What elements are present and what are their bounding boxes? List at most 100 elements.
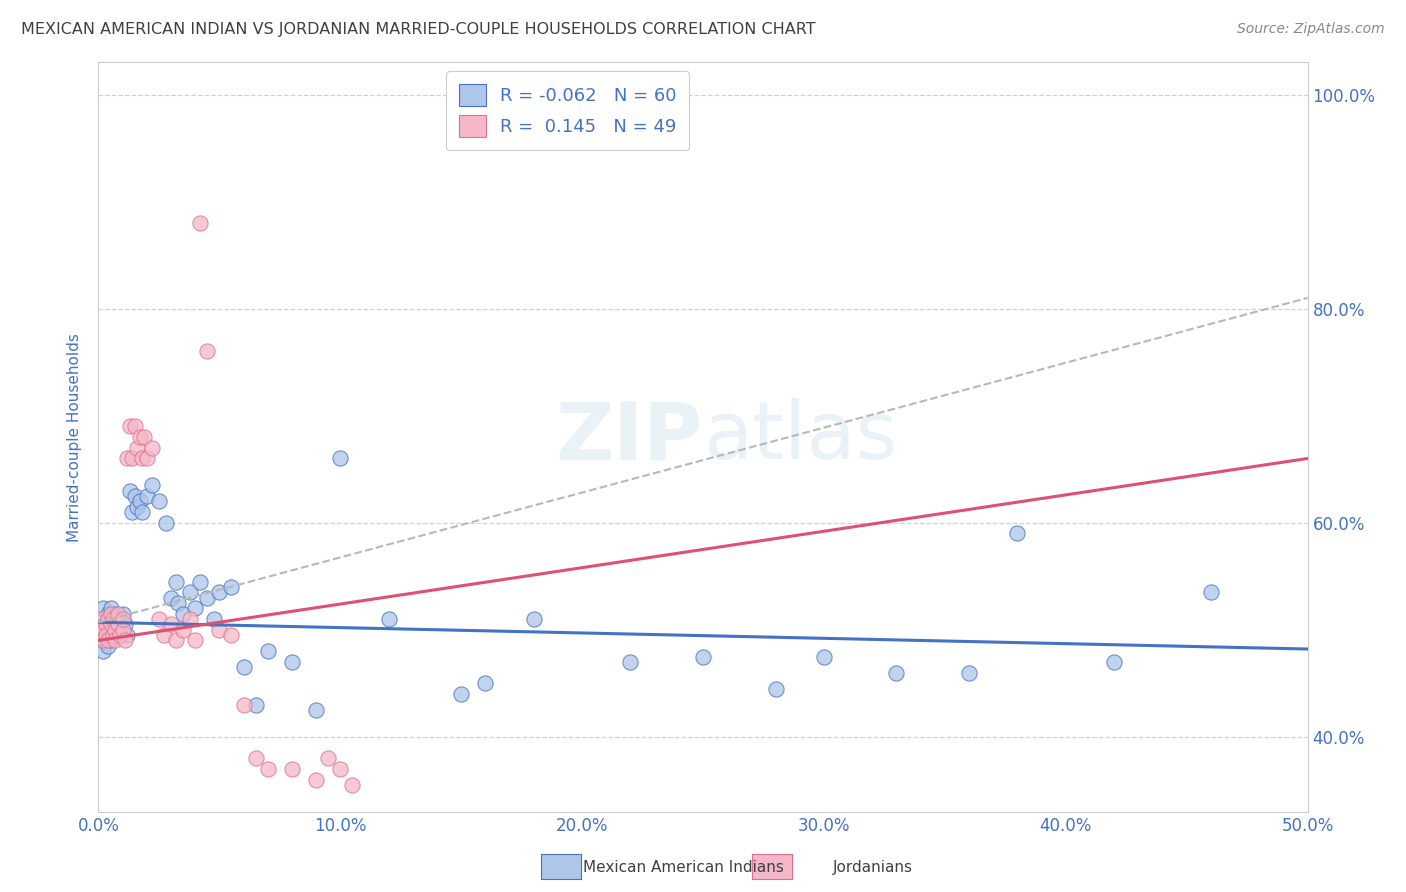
- Point: [104, 628, 127, 642]
- Point: [131, 505, 153, 519]
- Point: [184, 601, 207, 615]
- Point: [232, 698, 254, 712]
- Point: [167, 596, 190, 610]
- Point: [179, 585, 201, 599]
- Point: [101, 612, 124, 626]
- Text: Jordanians: Jordanians: [832, 860, 912, 874]
- Point: [117, 628, 139, 642]
- Legend: R = -0.062   N = 60, R =  0.145   N = 49: R = -0.062 N = 60, R = 0.145 N = 49: [446, 71, 689, 150]
- Point: [104, 623, 127, 637]
- Point: [127, 500, 149, 514]
- Point: [97, 612, 120, 626]
- Point: [765, 681, 787, 696]
- Point: [155, 516, 177, 530]
- Point: [813, 649, 835, 664]
- Point: [91, 601, 114, 615]
- Point: [316, 751, 339, 765]
- Point: [118, 483, 141, 498]
- Point: [107, 617, 129, 632]
- Point: [342, 778, 364, 792]
- Text: Mexican American Indians: Mexican American Indians: [583, 860, 785, 874]
- Point: [1102, 655, 1125, 669]
- Text: MEXICAN AMERICAN INDIAN VS JORDANIAN MARRIED-COUPLE HOUSEHOLDS CORRELATION CHART: MEXICAN AMERICAN INDIAN VS JORDANIAN MAR…: [21, 22, 815, 37]
- Point: [128, 494, 150, 508]
- Point: [377, 612, 399, 626]
- Point: [94, 628, 117, 642]
- Point: [957, 665, 980, 680]
- Point: [450, 687, 472, 701]
- Point: [160, 591, 183, 605]
- Point: [100, 607, 122, 621]
- Point: [104, 633, 127, 648]
- Point: [94, 628, 117, 642]
- Point: [245, 698, 267, 712]
- Point: [184, 633, 207, 648]
- Point: [124, 419, 146, 434]
- Point: [1199, 585, 1222, 599]
- Point: [111, 623, 134, 637]
- Point: [305, 772, 328, 787]
- Point: [117, 451, 139, 466]
- Point: [128, 430, 150, 444]
- Point: [108, 628, 131, 642]
- Point: [165, 574, 187, 589]
- Point: [160, 617, 183, 632]
- Point: [100, 633, 122, 648]
- Point: [111, 612, 134, 626]
- Point: [135, 451, 157, 466]
- Point: [886, 665, 908, 680]
- Point: [329, 451, 352, 466]
- Text: ZIP: ZIP: [555, 398, 703, 476]
- Point: [329, 762, 352, 776]
- Point: [121, 451, 143, 466]
- Point: [90, 633, 112, 648]
- Point: [141, 441, 163, 455]
- Point: [111, 623, 134, 637]
- Point: [208, 585, 231, 599]
- Point: [100, 617, 122, 632]
- Point: [195, 591, 218, 605]
- Point: [204, 612, 226, 626]
- Point: [692, 649, 714, 664]
- Point: [107, 607, 129, 621]
- Point: [152, 628, 174, 642]
- Point: [141, 478, 163, 492]
- Point: [619, 655, 641, 669]
- Point: [1007, 526, 1029, 541]
- Point: [94, 617, 117, 632]
- Point: [127, 441, 149, 455]
- Point: [108, 612, 131, 626]
- Point: [90, 612, 112, 626]
- Point: [172, 607, 194, 621]
- Point: [97, 607, 120, 621]
- Point: [208, 623, 231, 637]
- Point: [90, 612, 112, 626]
- Point: [91, 623, 114, 637]
- Point: [97, 633, 120, 648]
- Point: [101, 612, 124, 626]
- Point: [107, 617, 129, 632]
- Point: [221, 580, 243, 594]
- Point: [94, 617, 117, 632]
- Point: [101, 623, 124, 637]
- Point: [305, 703, 328, 717]
- Point: [148, 612, 170, 626]
- Point: [148, 494, 170, 508]
- Point: [124, 489, 146, 503]
- Point: [91, 633, 114, 648]
- Point: [114, 633, 136, 648]
- Point: [104, 607, 127, 621]
- Point: [165, 633, 187, 648]
- Point: [134, 430, 156, 444]
- Point: [281, 655, 304, 669]
- Point: [256, 762, 278, 776]
- Point: [91, 644, 114, 658]
- Point: [172, 623, 194, 637]
- Point: [221, 628, 243, 642]
- Y-axis label: Married-couple Households: Married-couple Households: [67, 333, 83, 541]
- Point: [114, 617, 136, 632]
- Point: [179, 612, 201, 626]
- Text: Source: ZipAtlas.com: Source: ZipAtlas.com: [1237, 22, 1385, 37]
- Point: [232, 660, 254, 674]
- Point: [135, 489, 157, 503]
